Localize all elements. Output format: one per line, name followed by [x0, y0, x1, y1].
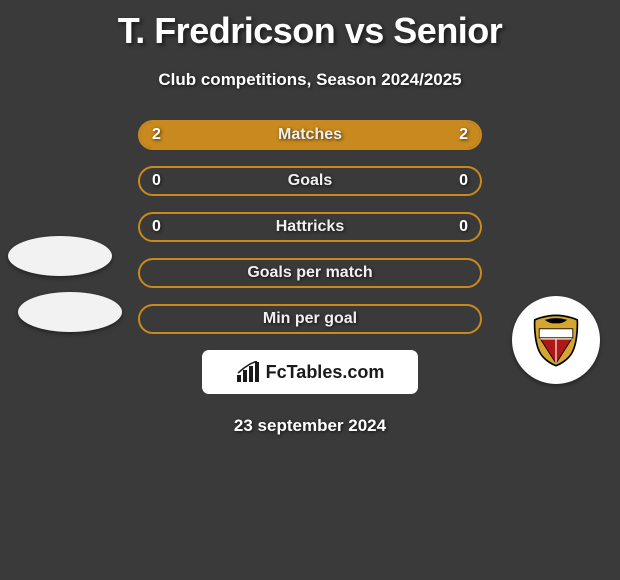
player-badge-left	[8, 236, 112, 276]
subtitle: Club competitions, Season 2024/2025	[0, 70, 620, 90]
stat-label: Hattricks	[276, 218, 344, 236]
date-line: 23 september 2024	[0, 416, 620, 436]
stat-row: Goals per match	[138, 258, 482, 288]
shield-icon	[528, 312, 584, 368]
club-crest-right	[512, 296, 600, 384]
player-badge-left	[18, 292, 122, 332]
stat-label: Goals per match	[247, 264, 372, 282]
stat-row: 2 Matches 2	[138, 120, 482, 150]
stat-label: Matches	[278, 126, 342, 144]
stats-area: 2 Matches 2 0 Goals 0 0 Hattricks 0 Goals per mat…	[0, 120, 620, 334]
stat-row: 0 Hattricks 0	[138, 212, 482, 242]
stat-value-right: 2	[459, 126, 468, 144]
stat-label: Min per goal	[263, 310, 357, 328]
stat-value-left: 0	[152, 218, 161, 236]
stat-label: Goals	[288, 172, 332, 190]
stat-row: 0 Goals 0	[138, 166, 482, 196]
stat-value-left: 2	[152, 126, 161, 144]
bars-icon	[236, 361, 260, 383]
stat-row: Min per goal	[138, 304, 482, 334]
watermark: FcTables.com	[202, 350, 418, 394]
stat-value-right: 0	[459, 218, 468, 236]
stat-value-left: 0	[152, 172, 161, 190]
stat-value-right: 0	[459, 172, 468, 190]
page-title: T. Fredricson vs Senior	[0, 0, 620, 52]
watermark-text: FcTables.com	[266, 362, 385, 383]
